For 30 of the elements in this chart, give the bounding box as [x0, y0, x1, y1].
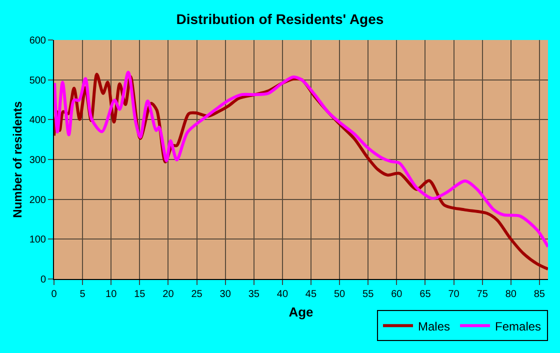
y-tick-label: 300 [29, 155, 46, 166]
x-tick-label: 0 [51, 289, 58, 300]
legend-label: Males [418, 319, 450, 334]
x-tick-label: 70 [448, 289, 460, 300]
y-tick-label: 500 [29, 75, 46, 86]
y-tick-label: 100 [29, 234, 46, 246]
x-tick-label: 45 [305, 289, 317, 300]
x-axis-title: Age [288, 304, 314, 320]
y-tick-label: 200 [29, 194, 46, 206]
x-tick-label: 85 [534, 289, 546, 300]
x-tick-label: 5 [80, 289, 86, 300]
x-tick-label: 75 [476, 289, 488, 300]
x-tick-label: 50 [334, 289, 346, 300]
x-tick-label: 80 [505, 289, 517, 300]
x-tick-label: 10 [106, 289, 118, 300]
x-tick-label: 40 [276, 289, 288, 300]
legend-label: Females [495, 319, 542, 334]
chart-title: Distribution of Residents' Ages [176, 10, 384, 27]
x-tick-label: 15 [134, 289, 146, 300]
y-tick-label: 600 [29, 36, 46, 46]
x-tick-label: 35 [248, 289, 260, 300]
y-axis-title: Number of residents [10, 100, 25, 218]
x-tick-label: 60 [391, 289, 403, 300]
y-tick-label: 0 [40, 274, 46, 286]
x-tick-label: 55 [362, 289, 374, 300]
x-tick-label: 30 [220, 289, 232, 300]
x-tick-label: 20 [162, 289, 174, 300]
x-tick-label: 65 [420, 289, 432, 300]
x-tick-label: 25 [191, 289, 203, 300]
y-tick-label: 400 [29, 115, 46, 126]
